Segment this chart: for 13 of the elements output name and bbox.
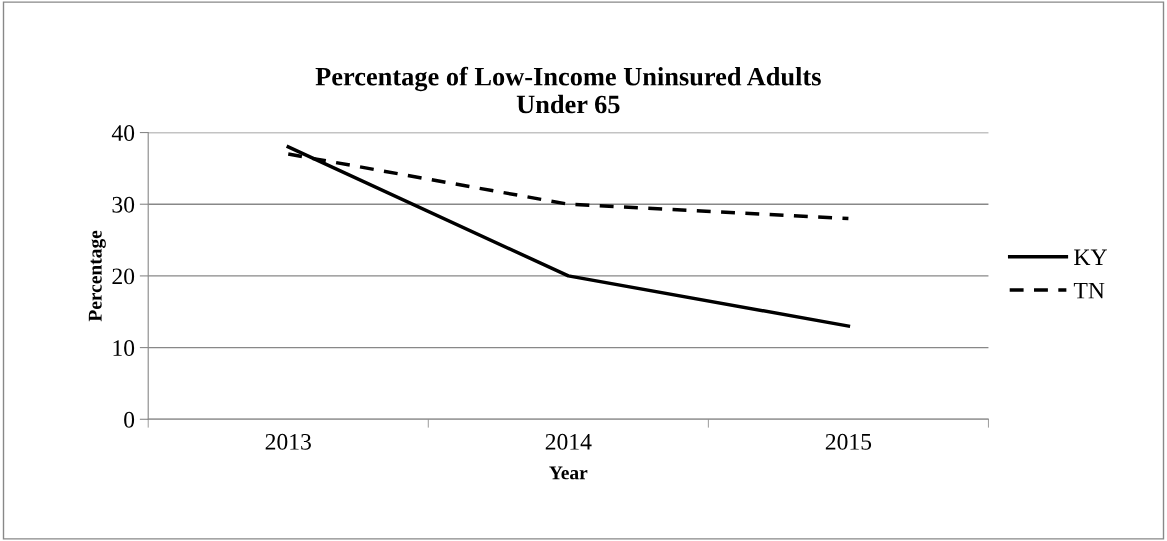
x-tick-label: 2013: [265, 433, 311, 450]
y-tick-label: 20: [112, 268, 135, 285]
legend-label: TN: [1073, 282, 1105, 299]
y-tick-label: 30: [112, 196, 135, 213]
chart-title: Percentage of Low-Income Uninsured Adults Under 65: [315, 66, 821, 114]
x-tick-label: 2014: [545, 433, 592, 450]
y-tick-label: 10: [113, 340, 135, 357]
x-tick-label: 2015: [825, 433, 872, 450]
y-tick-label: 40: [111, 125, 135, 141]
y-tick-label: 0: [124, 411, 135, 428]
x-axis-title: Year: [549, 466, 588, 480]
legend-label: KY: [1074, 249, 1107, 265]
y-axis-title: Percentage: [88, 230, 106, 322]
